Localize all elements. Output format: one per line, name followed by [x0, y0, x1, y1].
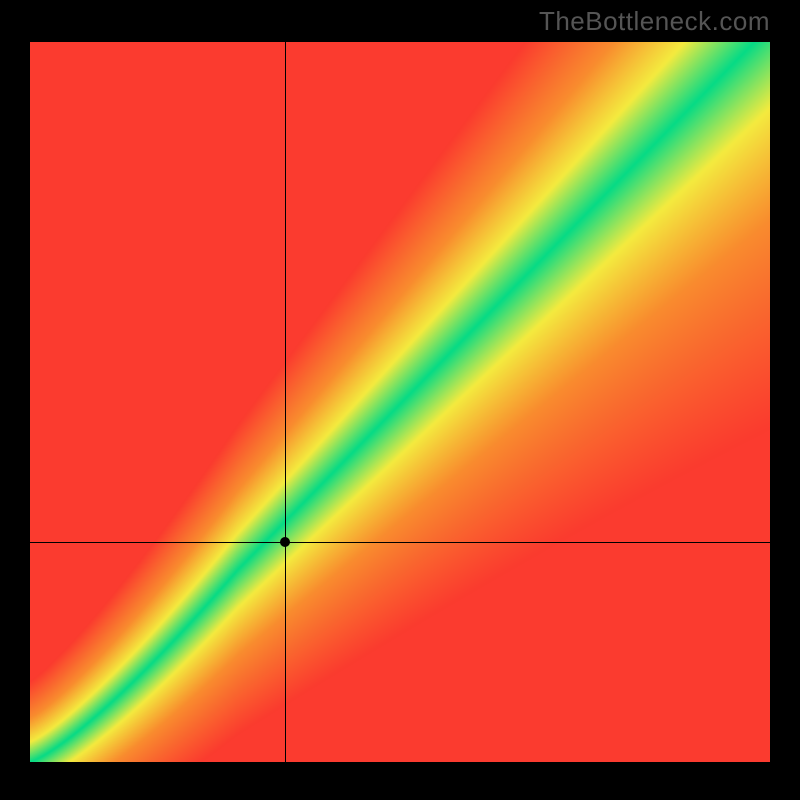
watermark-text: TheBottleneck.com	[539, 6, 770, 37]
crosshair-vertical	[285, 42, 286, 762]
crosshair-marker	[280, 537, 290, 547]
crosshair-horizontal	[30, 542, 770, 543]
figure-root: TheBottleneck.com	[0, 0, 800, 800]
heatmap-plot	[30, 42, 770, 762]
heatmap-canvas	[30, 42, 770, 762]
